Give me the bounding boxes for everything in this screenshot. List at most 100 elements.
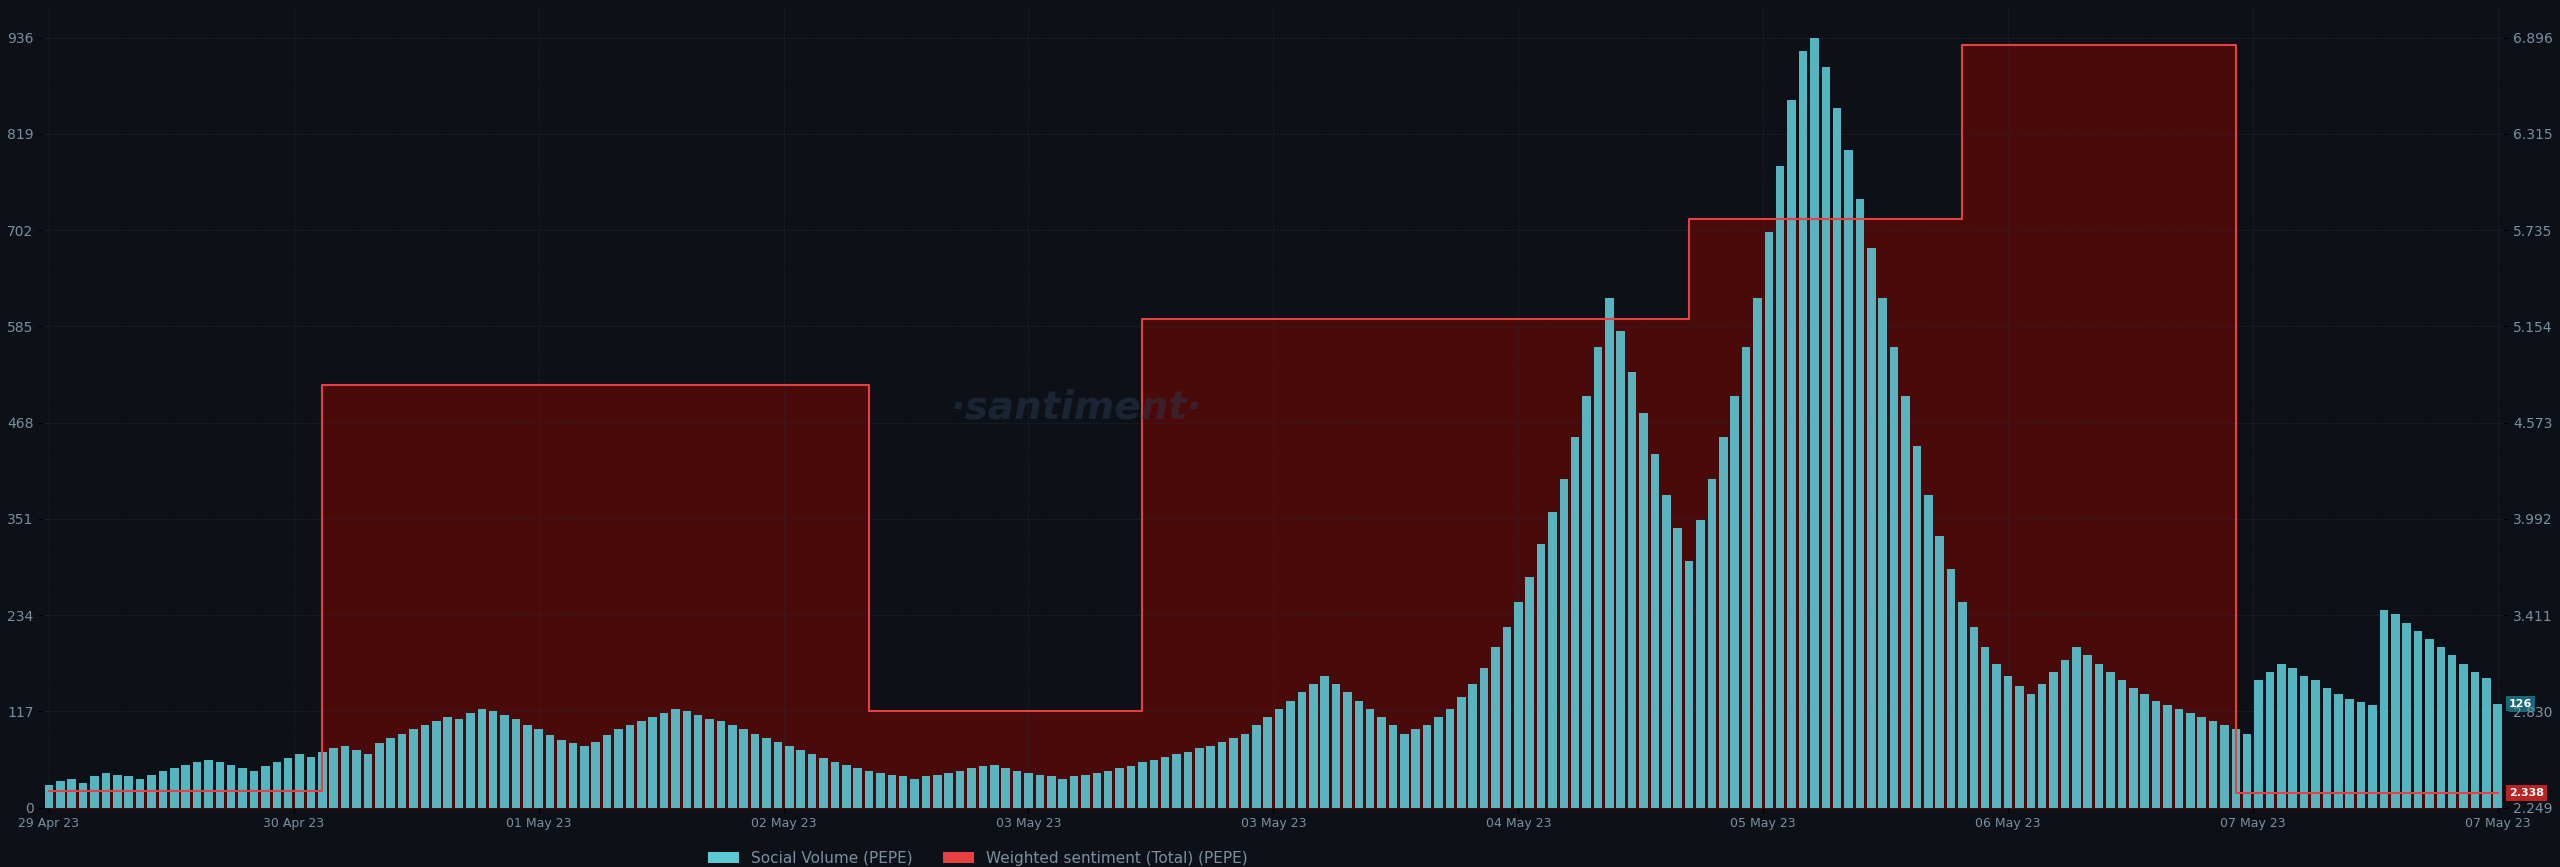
Bar	[1116, 768, 1124, 808]
Bar	[2414, 631, 2422, 808]
Bar	[899, 776, 906, 808]
Bar	[1810, 38, 1818, 808]
Bar	[1037, 775, 1044, 808]
Bar	[1344, 693, 1352, 808]
Bar	[271, 762, 282, 808]
Bar	[1572, 438, 1580, 808]
Bar	[819, 759, 827, 808]
Bar	[136, 779, 143, 808]
Bar	[307, 757, 315, 808]
Bar	[1605, 297, 1613, 808]
Bar	[750, 733, 760, 808]
Bar	[1219, 742, 1226, 808]
Text: ·santiment·: ·santiment·	[950, 388, 1203, 427]
Bar	[911, 779, 919, 808]
Bar	[1697, 519, 1705, 808]
Bar	[2312, 680, 2319, 808]
Bar	[2186, 713, 2194, 808]
Bar	[2117, 680, 2127, 808]
Bar	[169, 768, 179, 808]
Bar	[90, 776, 100, 808]
Bar	[1014, 771, 1021, 808]
Bar	[67, 779, 77, 808]
Bar	[284, 759, 292, 808]
Bar	[1946, 569, 1956, 808]
Bar	[374, 744, 384, 808]
Bar	[1275, 709, 1283, 808]
Bar	[707, 719, 714, 808]
Bar	[865, 771, 873, 808]
Bar	[1536, 544, 1546, 808]
Bar	[1480, 668, 1487, 808]
Bar	[205, 759, 212, 808]
Bar	[2266, 672, 2273, 808]
Bar	[512, 719, 520, 808]
Bar	[1160, 757, 1170, 808]
Bar	[2493, 704, 2501, 808]
Bar	[1093, 773, 1101, 808]
Bar	[727, 726, 737, 808]
Bar	[614, 729, 622, 808]
Bar	[1754, 297, 1761, 808]
Bar	[353, 750, 361, 808]
Bar	[1526, 577, 1533, 808]
Bar	[1057, 779, 1068, 808]
Bar	[2107, 672, 2115, 808]
Bar	[2470, 672, 2478, 808]
Bar	[1879, 297, 1887, 808]
Bar	[2243, 733, 2250, 808]
Bar	[2345, 699, 2355, 808]
Bar	[1400, 733, 1408, 808]
Bar	[489, 711, 497, 808]
Bar	[261, 766, 269, 808]
Bar	[1503, 627, 1510, 808]
Bar	[1446, 709, 1454, 808]
Bar	[2140, 694, 2148, 808]
Bar	[1595, 347, 1603, 808]
Bar	[1731, 396, 1738, 808]
Bar	[56, 781, 64, 808]
Bar	[1024, 773, 1032, 808]
Bar	[978, 766, 988, 808]
Bar	[2437, 648, 2445, 808]
Bar	[1777, 166, 1784, 808]
Bar	[125, 776, 133, 808]
Bar	[1651, 454, 1659, 808]
Bar	[1833, 108, 1841, 808]
Bar	[1902, 396, 1910, 808]
Bar	[1800, 51, 1807, 808]
Bar	[102, 773, 110, 808]
Bar	[852, 768, 863, 808]
Bar	[786, 746, 794, 808]
Bar	[2276, 663, 2286, 808]
Bar	[2084, 655, 2092, 808]
Bar	[1080, 775, 1091, 808]
Bar	[182, 765, 189, 808]
Bar	[1741, 347, 1751, 808]
Bar	[1935, 536, 1943, 808]
Bar	[1172, 754, 1180, 808]
Bar	[1674, 528, 1682, 808]
Bar	[2094, 663, 2104, 808]
Bar	[2153, 701, 2161, 808]
Text: 126: 126	[2509, 699, 2532, 709]
Bar	[1764, 231, 1774, 808]
Bar	[568, 744, 576, 808]
Bar	[1718, 438, 1728, 808]
Bar	[932, 775, 942, 808]
Bar	[456, 719, 463, 808]
Bar	[2483, 678, 2491, 808]
Bar	[535, 729, 543, 808]
Bar	[410, 729, 417, 808]
Bar	[968, 768, 975, 808]
Bar	[364, 754, 371, 808]
Bar	[251, 771, 259, 808]
Legend: Social Volume (PEPE), Weighted sentiment (Total) (PEPE): Social Volume (PEPE), Weighted sentiment…	[701, 844, 1254, 867]
Bar	[228, 765, 236, 808]
Bar	[1331, 684, 1341, 808]
Bar	[1367, 709, 1375, 808]
Bar	[602, 735, 612, 808]
Bar	[888, 775, 896, 808]
Bar	[317, 752, 328, 808]
Bar	[2232, 729, 2240, 808]
